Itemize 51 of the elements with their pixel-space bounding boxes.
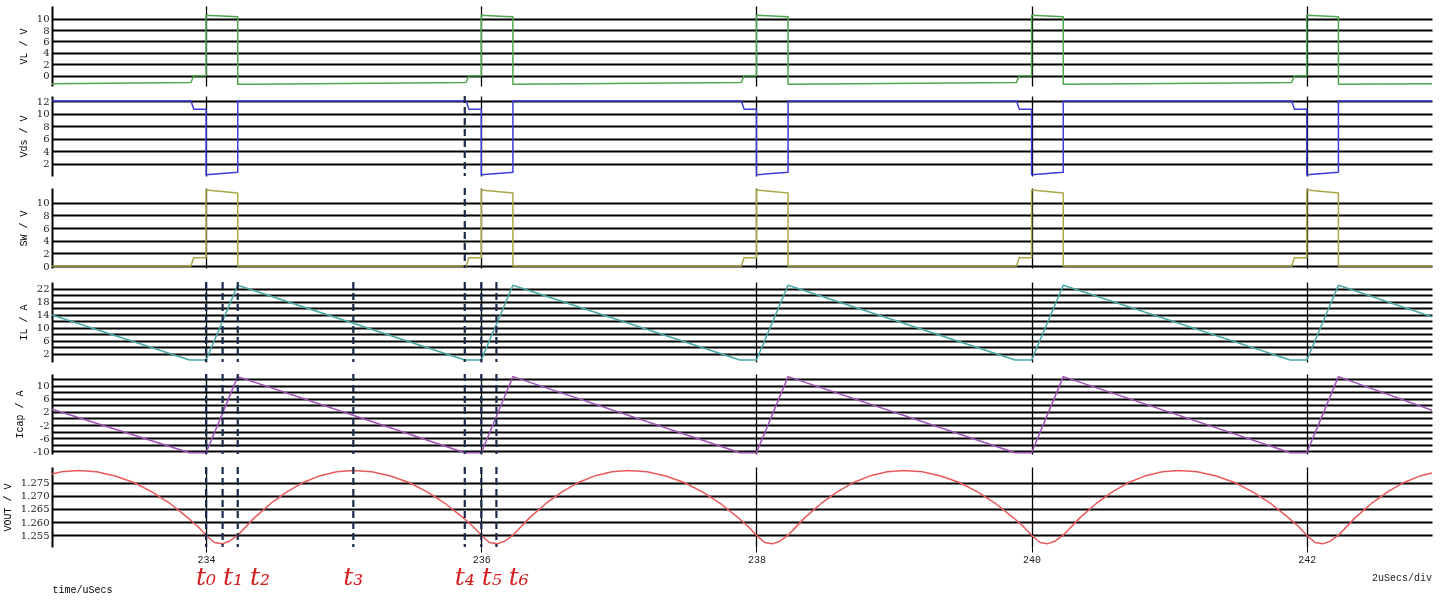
x-axis-title: time/uSecs (52, 584, 113, 596)
y-tick-label: 2 (43, 348, 50, 360)
y-axis-title: Icap / A (15, 390, 27, 439)
x-tick-label: 238 (747, 554, 766, 566)
y-axis-title: IL / A (18, 304, 30, 341)
y-tick-label: 6 (43, 35, 50, 47)
y-tick-label: 10 (36, 322, 50, 334)
y-tick-label: 4 (43, 145, 50, 157)
y-tick-label: 14 (36, 309, 50, 321)
ref-line-label: t₆ (508, 562, 529, 591)
y-tick-label: 2 (43, 158, 50, 169)
y-tick-label: 4 (43, 47, 50, 59)
y-tick-label: 1.255 (20, 529, 50, 541)
y-tick-label: 10 (36, 197, 50, 209)
y-tick-label: 8 (43, 120, 50, 132)
y-tick-label: -10 (33, 445, 50, 457)
ref-line-label: t₂ (250, 562, 271, 591)
y-tick-label: 8 (43, 209, 50, 221)
y-tick-label: 10 (36, 108, 50, 119)
ref-line-label: t₄ (454, 562, 475, 591)
y-tick-label: -6 (39, 432, 50, 444)
y-axis-title: VOUT / V (2, 483, 14, 532)
y-axis-title: SW / V (18, 210, 30, 247)
ref-line-label: t₁ (223, 562, 244, 591)
x-tick-label: 242 (1298, 554, 1317, 566)
y-tick-label: 6 (43, 393, 50, 405)
y-tick-label: 12 (36, 95, 50, 107)
y-axis-title: VL / V (18, 28, 30, 65)
y-axis-title: Vds / V (18, 115, 30, 158)
y-tick-label: 0 (43, 260, 50, 272)
y-tick-label: 2 (43, 247, 50, 259)
y-tick-label: 6 (43, 222, 50, 234)
y-tick-label: 4 (43, 235, 50, 247)
y-tick-label: 1.265 (20, 503, 50, 515)
ref-line-label: t₃ (343, 562, 364, 591)
y-tick-label: 1.260 (20, 516, 50, 528)
y-tick-label: 0 (43, 70, 50, 82)
y-tick-label: 10 (36, 380, 50, 392)
y-tick-label: 8 (43, 24, 50, 36)
y-tick-label: 10 (36, 13, 50, 25)
y-tick-label: 2 (43, 406, 50, 418)
y-tick-label: 1.275 (20, 477, 50, 489)
y-tick-label: 18 (36, 296, 50, 308)
y-tick-label: 1.270 (20, 490, 50, 502)
text: 2uSecs/div (1371, 573, 1432, 584)
y-tick-label: 22 (36, 283, 50, 294)
y-tick-label: -2 (39, 419, 50, 431)
y-tick-label: 6 (43, 335, 50, 347)
y-tick-label: 6 (43, 133, 50, 144)
y-tick-label: 2 (43, 58, 50, 70)
x-tick-label: 240 (1023, 554, 1042, 566)
